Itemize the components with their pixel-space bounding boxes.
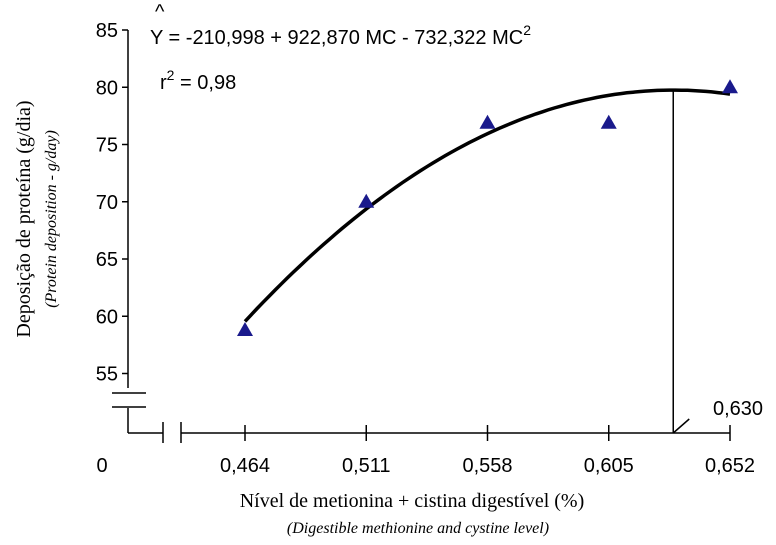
y-tick-label: 65 bbox=[96, 249, 118, 271]
y-axis-title: Deposição de proteína (g/dia) bbox=[13, 100, 35, 337]
y-tick-label: 80 bbox=[96, 77, 118, 99]
regression-curve bbox=[243, 88, 731, 323]
data-points bbox=[237, 79, 738, 336]
equation-text: = -210,998 + 922,870 MC - 732,322 MC bbox=[163, 27, 523, 49]
y-tick-label: 75 bbox=[96, 135, 118, 157]
x-tick-label: 0,652 bbox=[705, 455, 755, 477]
x-axis-subtitle: (Digestible methionine and cystine level… bbox=[287, 520, 549, 537]
r2-label: r2 = 0,98 bbox=[160, 67, 236, 94]
y-ticks: 55 60 65 70 75 80 85 bbox=[96, 20, 128, 386]
y-tick-label: 85 bbox=[96, 20, 118, 42]
x-tick-label: 0,464 bbox=[220, 455, 270, 477]
r2-superscript: 2 bbox=[167, 67, 175, 83]
optimum-pointer bbox=[672, 418, 690, 434]
x-axis-title: Nível de metionina + cistina digestível … bbox=[240, 490, 585, 512]
x-origin-label: 0 bbox=[96, 455, 107, 477]
y-tick-label: 60 bbox=[96, 306, 118, 328]
x-tick-label: 0,558 bbox=[462, 455, 512, 477]
y-tick-label: 70 bbox=[96, 192, 118, 214]
optimum-label: 0,630 bbox=[713, 398, 763, 420]
equation: Y = -210,998 + 922,870 MC - 732,322 MC2 bbox=[150, 22, 531, 49]
r2-text: = 0,98 bbox=[174, 72, 236, 94]
data-point bbox=[358, 193, 375, 208]
equation-hat: ^ bbox=[155, 1, 165, 23]
x-tick-label: 0,511 bbox=[342, 455, 391, 477]
data-point bbox=[600, 114, 617, 129]
data-point bbox=[479, 114, 496, 129]
x-ticks: 0,464 0,511 0,558 0,605 0,652 bbox=[220, 425, 755, 477]
equation-superscript: 2 bbox=[523, 22, 531, 38]
equation-y-symbol: Y bbox=[150, 27, 163, 49]
x-tick-label: 0,605 bbox=[584, 455, 634, 477]
y-tick-label: 55 bbox=[96, 364, 118, 386]
y-axis-subtitle: (Protein deposition - g/day) bbox=[43, 130, 60, 308]
data-point bbox=[237, 321, 253, 336]
r2-prefix: r bbox=[160, 72, 167, 94]
data-point bbox=[722, 79, 738, 94]
